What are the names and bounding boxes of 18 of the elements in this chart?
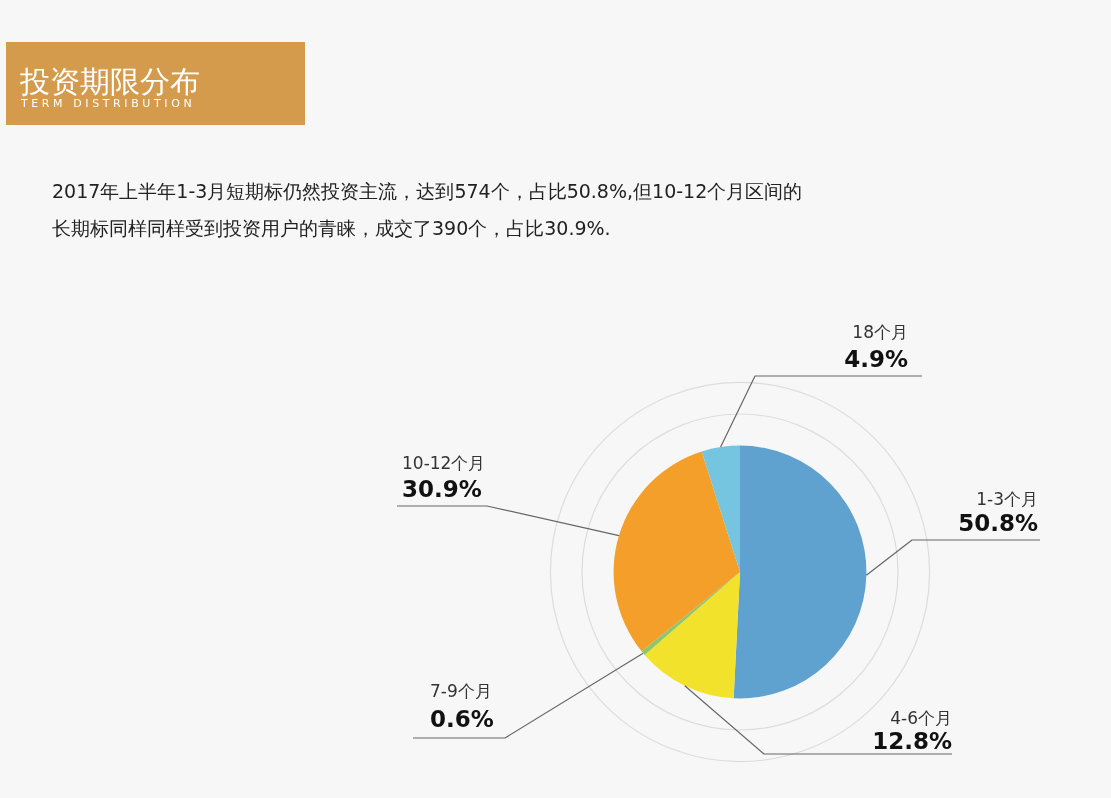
slice-label: 1-3个月 [976, 489, 1038, 509]
data-label: 4.9% [844, 346, 908, 372]
text: 投资期限分布 [19, 64, 200, 99]
pie-slice [613, 451, 740, 652]
slice-label: 18个月 [852, 322, 908, 342]
slice-label: 10-12个月 [402, 453, 486, 473]
data-label: 50.8% [958, 510, 1038, 536]
pie-slice [644, 572, 740, 699]
data-label: 0.6% [430, 706, 494, 732]
slice-label: 7-9个月 [430, 681, 492, 701]
text: TERM DISTRIBUTION [20, 97, 196, 110]
data-label: 30.9% [402, 476, 482, 502]
pie-slice [733, 445, 867, 699]
data-label: 12.8% [872, 728, 952, 754]
text: 2017年上半年1-3月短期标仍然投资主流，达到574个，占比50.8%,但10-12个月区间的 [52, 180, 803, 202]
pie-slice [701, 445, 740, 572]
slice-label: 4-6个月 [890, 708, 952, 728]
text: 长期标同样同样受到投资用户的青睐，成交了390个，占比30.9%. [52, 217, 611, 239]
